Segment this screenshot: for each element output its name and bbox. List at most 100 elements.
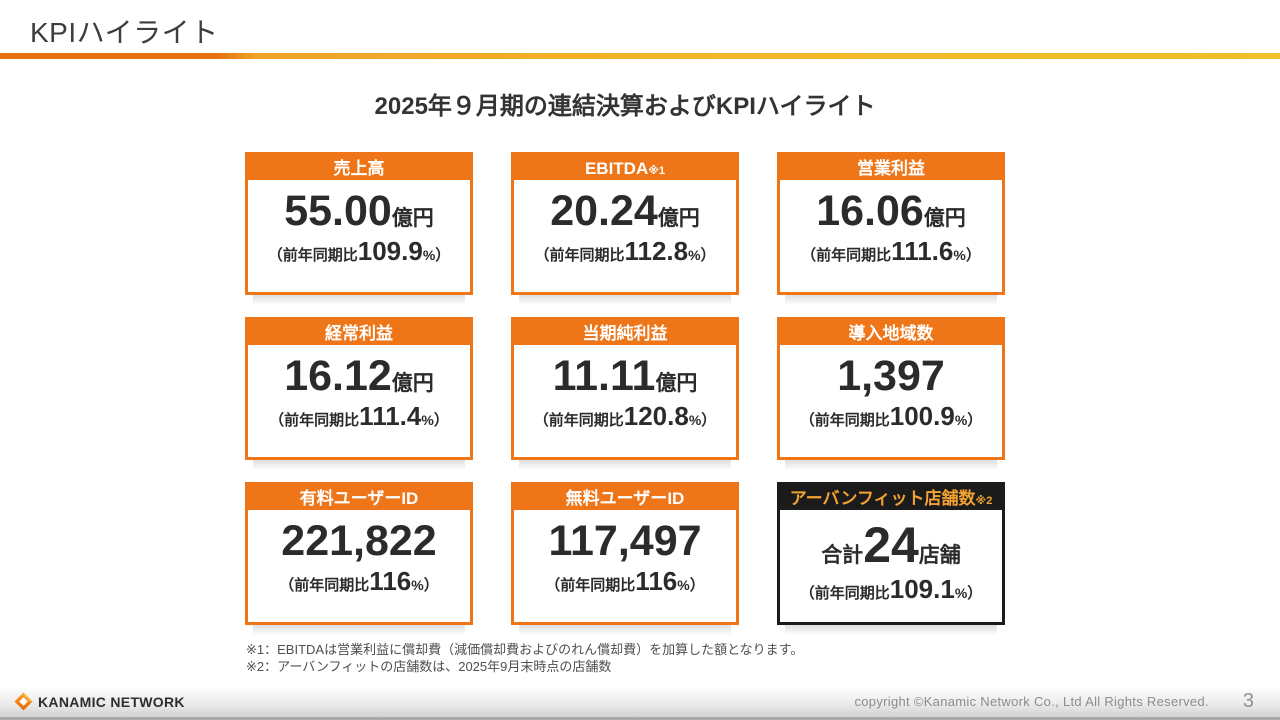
kpi-unit: 億円 bbox=[657, 207, 700, 230]
kpi-card-urbanfit-stores: アーバンフィット店舗数※2 合計24店舗 （前年同期比109.1%） bbox=[777, 482, 1005, 635]
kpi-unit: 店舗 bbox=[918, 544, 961, 567]
yoy-label: （前年同期比 bbox=[545, 577, 636, 595]
kpi-card-body: 117,497 （前年同期比116%） bbox=[514, 513, 736, 597]
kpi-card-operating-profit: 営業利益 16.06億円 （前年同期比111.6%） bbox=[777, 152, 1005, 305]
yoy-percent-sign: % bbox=[953, 247, 966, 264]
yoy-percent-sign: % bbox=[688, 412, 702, 429]
kpi-card-regions: 導入地域数 1,397 （前年同期比100.9%） bbox=[777, 317, 1005, 470]
yoy-close-paren: ） bbox=[435, 247, 451, 265]
copyright-text: copyright ©Kanamic Network Co., Ltd All … bbox=[854, 694, 1209, 709]
footer-bar: KANAMIC NETWORK copyright ©Kanamic Netwo… bbox=[0, 686, 1280, 720]
kpi-value: 24 bbox=[863, 517, 919, 573]
kpi-grid: 売上高 55.00億円 （前年同期比109.9%） EBITDA※1 20.24… bbox=[245, 152, 1005, 635]
kpi-card-header: 当期純利益 bbox=[514, 320, 736, 348]
kpi-card-body: 1,397 （前年同期比100.9%） bbox=[780, 348, 1002, 432]
kpi-card-free-users: 無料ユーザーID 117,497 （前年同期比116%） bbox=[511, 482, 739, 635]
kpi-card-paid-users: 有料ユーザーID 221,822 （前年同期比116%） bbox=[245, 482, 473, 635]
kpi-card-body: 20.24億円 （前年同期比112.8%） bbox=[514, 183, 736, 267]
yoy-label: （前年同期比 bbox=[799, 584, 890, 602]
kanamic-diamond-icon bbox=[14, 692, 33, 711]
kpi-card-title: EBITDA bbox=[584, 159, 649, 178]
kpi-unit: 億円 bbox=[391, 207, 434, 230]
kpi-value: 16.06 bbox=[816, 187, 924, 235]
kpi-card-header: 売上高 bbox=[248, 155, 470, 183]
kpi-unit: 億円 bbox=[655, 372, 698, 395]
kpi-card-title: 経常利益 bbox=[325, 324, 393, 343]
yoy-close-paren: ） bbox=[689, 577, 705, 595]
yoy-value: 109.1 bbox=[889, 573, 955, 604]
yoy-percent-sign: % bbox=[688, 247, 701, 264]
kpi-card-title: 売上高 bbox=[333, 159, 385, 178]
kpi-value: 1,397 bbox=[837, 352, 945, 400]
yoy-value: 112.8 bbox=[624, 236, 689, 267]
kpi-value: 16.12 bbox=[284, 352, 392, 400]
company-logo: KANAMIC NETWORK bbox=[14, 692, 185, 711]
yoy-close-paren: ） bbox=[700, 247, 716, 265]
kpi-card-body: 55.00億円 （前年同期比109.9%） bbox=[248, 183, 470, 267]
yoy-value: 111.4 bbox=[359, 401, 422, 432]
footnote-1: ※1：EBITDAは営業利益に償却費（減価償却費およびのれん償却費）を加算した額… bbox=[246, 642, 804, 657]
kpi-card-title: 営業利益 bbox=[857, 159, 925, 178]
kpi-value: 55.00 bbox=[284, 187, 392, 235]
page-number: 3 bbox=[1242, 690, 1254, 712]
kpi-card-title: 有料ユーザーID bbox=[299, 489, 419, 508]
kpi-card-header: 導入地域数 bbox=[780, 320, 1002, 348]
kpi-card-body: 16.06億円 （前年同期比111.6%） bbox=[780, 183, 1002, 267]
yoy-label: （前年同期比 bbox=[799, 412, 890, 430]
kpi-unit: 億円 bbox=[391, 372, 434, 395]
page-title: KPIハイライト bbox=[30, 17, 219, 48]
kpi-card-body: 16.12億円 （前年同期比111.4%） bbox=[248, 348, 470, 432]
kpi-card-body: 221,822 （前年同期比116%） bbox=[248, 513, 470, 597]
yoy-percent-sign: % bbox=[954, 412, 968, 429]
yoy-percent-sign: % bbox=[677, 577, 690, 594]
yoy-close-paren: ） bbox=[423, 577, 439, 595]
kpi-card-title: 無料ユーザーID bbox=[565, 489, 685, 508]
yoy-close-paren: ） bbox=[701, 412, 717, 430]
yoy-close-paren: ） bbox=[965, 247, 981, 265]
yoy-percent-sign: % bbox=[421, 412, 434, 429]
kpi-card-header: アーバンフィット店舗数※2 bbox=[780, 485, 1002, 513]
yoy-label: （前年同期比 bbox=[534, 247, 625, 265]
kpi-card-ebitda: EBITDA※1 20.24億円 （前年同期比112.8%） bbox=[511, 152, 739, 305]
yoy-close-paren: ） bbox=[967, 584, 983, 602]
company-logo-text: KANAMIC NETWORK bbox=[38, 693, 185, 710]
footnote-2: ※2：アーバンフィットの店舗数は、2025年9月末時点の店舗数 bbox=[246, 659, 612, 674]
kpi-unit: 億円 bbox=[923, 207, 966, 230]
kpi-card-header: 営業利益 bbox=[780, 155, 1002, 183]
kpi-card-net-income: 当期純利益 11.11億円 （前年同期比120.8%） bbox=[511, 317, 739, 470]
kpi-card-header: EBITDA※1 bbox=[514, 155, 736, 183]
kpi-card-body: 合計24店舗 （前年同期比109.1%） bbox=[780, 513, 1002, 605]
kpi-card-header: 無料ユーザーID bbox=[514, 485, 736, 513]
yoy-percent-sign: % bbox=[954, 584, 968, 601]
kpi-card-ordinary-profit: 経常利益 16.12億円 （前年同期比111.4%） bbox=[245, 317, 473, 470]
yoy-label: （前年同期比 bbox=[801, 247, 892, 265]
yoy-label: （前年同期比 bbox=[279, 577, 370, 595]
kpi-card-title: 当期純利益 bbox=[582, 324, 668, 343]
yoy-value: 120.8 bbox=[623, 401, 689, 432]
footer-right: copyright ©Kanamic Network Co., Ltd All … bbox=[854, 690, 1280, 713]
kpi-card-body: 11.11億円 （前年同期比120.8%） bbox=[514, 348, 736, 432]
header-accent-rule bbox=[0, 53, 1280, 59]
yoy-value: 109.9 bbox=[357, 236, 423, 267]
kpi-card-header: 有料ユーザーID bbox=[248, 485, 470, 513]
footnotes: ※1：EBITDAは営業利益に償却費（減価償却費およびのれん償却費）を加算した額… bbox=[246, 641, 803, 675]
yoy-label: （前年同期比 bbox=[269, 412, 360, 430]
yoy-value: 111.6 bbox=[891, 236, 954, 267]
kpi-card-title: 導入地域数 bbox=[848, 324, 934, 343]
footnote-marker: ※1 bbox=[648, 165, 666, 177]
kpi-card-header: 経常利益 bbox=[248, 320, 470, 348]
kpi-card-title: アーバンフィット店舗数 bbox=[789, 489, 976, 508]
kpi-card-sales: 売上高 55.00億円 （前年同期比109.9%） bbox=[245, 152, 473, 305]
yoy-close-paren: ） bbox=[433, 412, 449, 430]
yoy-label: （前年同期比 bbox=[533, 412, 624, 430]
yoy-value: 100.9 bbox=[889, 401, 955, 432]
yoy-label: （前年同期比 bbox=[267, 247, 358, 265]
slide-title: 2025年９月期の連結決算およびKPIハイライト bbox=[374, 93, 876, 120]
kpi-value: 221,822 bbox=[281, 517, 437, 565]
yoy-value: 116 bbox=[369, 566, 412, 597]
footnote-marker: ※2 bbox=[975, 495, 993, 507]
yoy-percent-sign: % bbox=[422, 247, 436, 264]
kpi-value: 11.11 bbox=[552, 352, 656, 400]
kpi-value: 20.24 bbox=[550, 187, 658, 235]
kpi-value: 117,497 bbox=[548, 517, 702, 565]
